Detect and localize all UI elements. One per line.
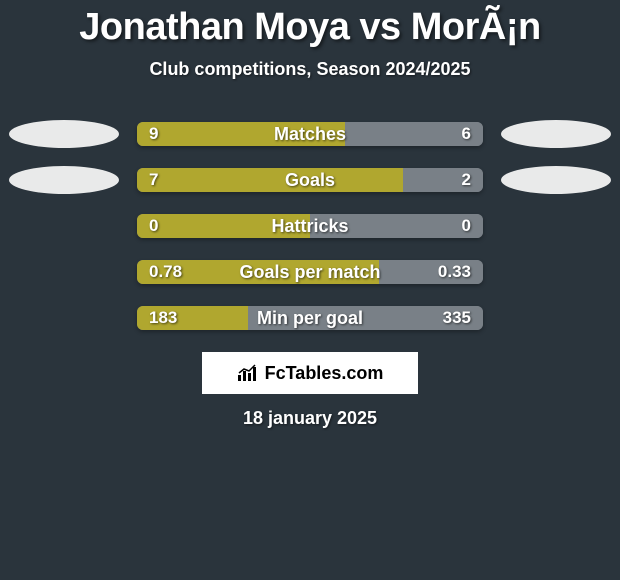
player-marker-left bbox=[9, 212, 119, 240]
stat-row: Min per goal183 335 bbox=[0, 306, 620, 330]
stat-label: Matches bbox=[137, 122, 483, 146]
stat-value-right: 0 bbox=[462, 214, 471, 238]
stat-value-left: 183 bbox=[149, 306, 177, 330]
stat-label: Goals bbox=[137, 168, 483, 192]
player-marker-left bbox=[9, 166, 119, 194]
stat-row: Hattricks0 0 bbox=[0, 214, 620, 238]
stat-value-right: 2 bbox=[462, 168, 471, 192]
stat-row: Goals7 2 bbox=[0, 168, 620, 192]
stat-bar: Matches9 6 bbox=[137, 122, 483, 146]
stat-bar: Goals7 2 bbox=[137, 168, 483, 192]
comparison-rows: Matches9 6 Goals7 2 Hattricks0 0 Goals per mat… bbox=[0, 122, 620, 330]
player-marker-right bbox=[501, 120, 611, 148]
fctables-logo: FcTables.com bbox=[202, 352, 418, 394]
player-marker-right bbox=[501, 166, 611, 194]
stat-bar: Goals per match0.78 0.33 bbox=[137, 260, 483, 284]
player-marker-right bbox=[501, 304, 611, 332]
player-marker-left bbox=[9, 304, 119, 332]
stat-bar: Min per goal183 335 bbox=[137, 306, 483, 330]
stat-value-right: 0.33 bbox=[438, 260, 471, 284]
stat-value-left: 9 bbox=[149, 122, 158, 146]
stat-value-right: 335 bbox=[443, 306, 471, 330]
stat-value-left: 7 bbox=[149, 168, 158, 192]
player-marker-left bbox=[9, 120, 119, 148]
chart-icon bbox=[237, 364, 259, 382]
stat-label: Min per goal bbox=[137, 306, 483, 330]
subtitle: Club competitions, Season 2024/2025 bbox=[0, 59, 620, 80]
stat-bar: Hattricks0 0 bbox=[137, 214, 483, 238]
stat-row: Goals per match0.78 0.33 bbox=[0, 260, 620, 284]
stat-value-left: 0 bbox=[149, 214, 158, 238]
player-marker-right bbox=[501, 258, 611, 286]
stat-value-right: 6 bbox=[462, 122, 471, 146]
date-label: 18 january 2025 bbox=[0, 408, 620, 429]
stat-label: Goals per match bbox=[137, 260, 483, 284]
stat-row: Matches9 6 bbox=[0, 122, 620, 146]
player-marker-left bbox=[9, 258, 119, 286]
player-marker-right bbox=[501, 212, 611, 240]
logo-text: FcTables.com bbox=[265, 363, 384, 384]
stat-value-left: 0.78 bbox=[149, 260, 182, 284]
page-title: Jonathan Moya vs MorÃ¡n bbox=[0, 6, 620, 49]
stat-label: Hattricks bbox=[137, 214, 483, 238]
